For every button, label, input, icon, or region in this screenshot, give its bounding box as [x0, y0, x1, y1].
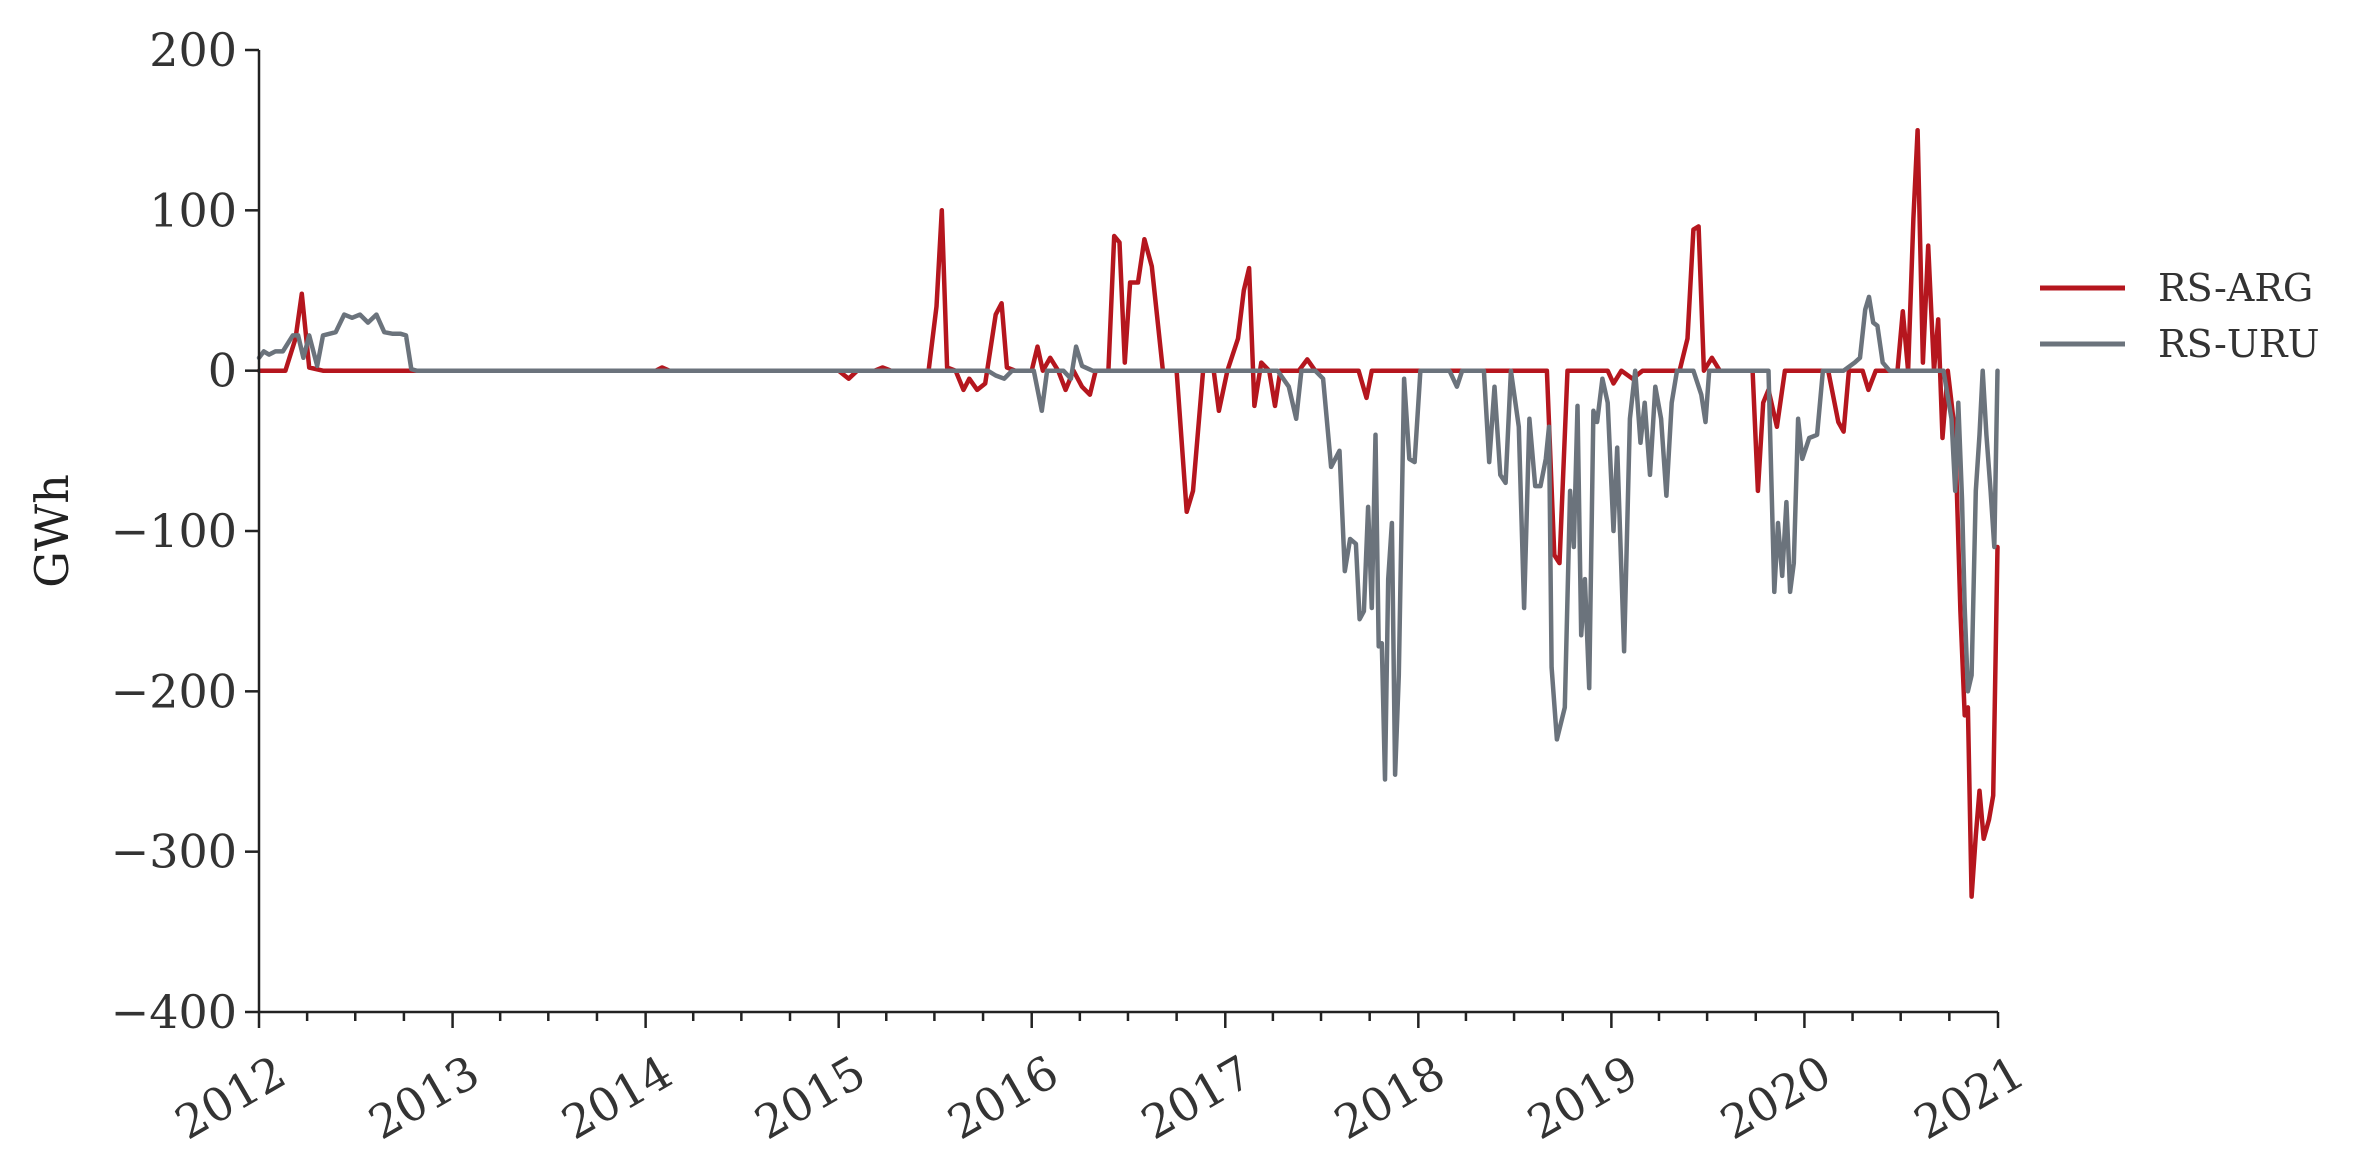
y-tick-label: −100	[111, 504, 237, 558]
series-layer	[256, 127, 2000, 899]
x-tick-label: 2019	[1519, 1045, 1647, 1150]
y-tick-label: −400	[111, 985, 237, 1039]
axes-layer	[257, 50, 1998, 1014]
x-tick-label: 2018	[1325, 1045, 1453, 1150]
y-axis-label: GWh	[25, 474, 79, 588]
y-tick-label: 100	[149, 183, 237, 237]
x-tick-label: 2014	[553, 1045, 681, 1150]
series-line-rs-arg	[256, 127, 2000, 899]
x-ticks: 2012 2013 2014 2015 2016 2017 2018 2019 2020 2021	[166, 1012, 2034, 1150]
x-tick-label: 2012	[166, 1045, 294, 1150]
x-tick-label: 2015	[746, 1045, 874, 1150]
y-ticks: 200 100 0 −100 −200 −300 −400	[111, 23, 259, 1039]
x-tick-label: 2020	[1712, 1045, 1840, 1150]
y-tick-label: 0	[208, 344, 237, 398]
x-tick-label: 2021	[1905, 1045, 2033, 1150]
y-tick-label: −300	[111, 825, 237, 879]
legend: RS-ARG RS-URU	[2040, 266, 2320, 366]
legend-label-rs-arg: RS-ARG	[2158, 266, 2313, 310]
series-line-rs-uru	[256, 294, 2000, 782]
y-tick-label: 200	[149, 23, 237, 77]
x-tick-label: 2013	[360, 1045, 488, 1150]
y-tick-label: −200	[111, 664, 237, 718]
x-tick-label: 2017	[1132, 1045, 1260, 1150]
legend-label-rs-uru: RS-URU	[2158, 322, 2320, 366]
x-tick-label: 2016	[939, 1045, 1067, 1150]
